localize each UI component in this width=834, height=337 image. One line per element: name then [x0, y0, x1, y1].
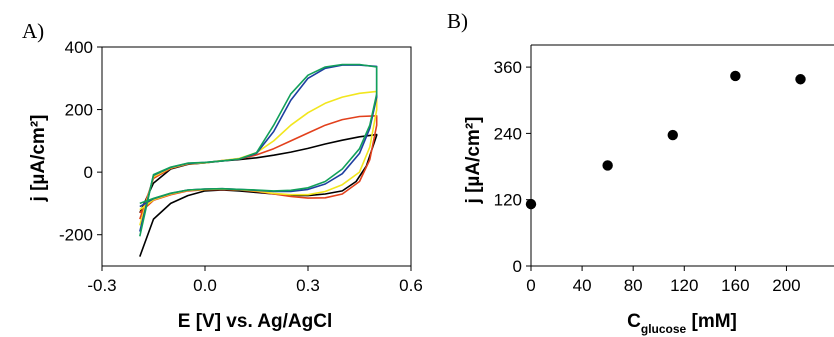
- panel-b-axes: [530, 45, 834, 267]
- panel-b-x-tick-label: 0: [526, 276, 535, 295]
- panel-b-x-ticks: 0 40 80 120 160 200: [526, 266, 801, 295]
- panel-a-plot-frame: [101, 46, 412, 267]
- panel-b-data-point: [602, 160, 613, 171]
- panel-b-data-point: [525, 198, 537, 210]
- panel-a-y-axis-label: j [µA/cm²]: [28, 115, 49, 203]
- panel-b-x-tick-label: 80: [624, 276, 643, 295]
- panel-a-x-tick-label: 0.0: [193, 276, 217, 295]
- panel-a-series: [139, 63, 378, 257]
- panel-b-points: [525, 70, 806, 210]
- panel-b-label: B): [447, 9, 468, 33]
- panel-a-y-ticks: -200 0 200 400: [59, 38, 102, 245]
- panel-b: B) 0 120 240 360 0 40 80 120 160 200 Cglucose [m…: [447, 9, 834, 336]
- panel-b-x-tick-label: 40: [573, 276, 592, 295]
- panel-a-x-ticks: -0.3 0.0 0.3 0.6: [87, 266, 423, 295]
- panel-a-x-tick-label: 0.6: [399, 276, 423, 295]
- panel-b-x-tick-label: 120: [670, 276, 698, 295]
- panel-a: A) -200 0 200 400 -0.3 0.0 0.3 0.6 E [V] vs. A…: [22, 19, 423, 332]
- panel-a-series-line: [139, 63, 378, 237]
- panel-a-x-tick-label: -0.3: [87, 276, 116, 295]
- panel-b-y-tick-label: 360: [494, 58, 522, 77]
- panel-b-y-axis-label: j [µA/cm²]: [463, 117, 484, 205]
- panel-b-x-tick-label: 200: [772, 276, 800, 295]
- panel-a-y-tick-label: 0: [84, 163, 93, 182]
- panel-b-x-tick-label: 160: [721, 276, 749, 295]
- panel-b-y-tick-label: 120: [494, 191, 522, 210]
- panel-a-y-tick-label: -200: [59, 226, 93, 245]
- panel-a-series-line: [139, 64, 378, 232]
- panel-b-y-tick-label: 240: [494, 124, 522, 143]
- panel-b-y-ticks: 0 120 240 360: [494, 58, 531, 276]
- panel-a-y-tick-label: 200: [65, 101, 93, 120]
- panel-b-data-point: [730, 70, 741, 82]
- panel-a-x-axis-label: E [V] vs. Ag/AgCl: [178, 311, 332, 332]
- panel-a-label: A): [22, 19, 44, 43]
- panel-b-data-point: [667, 129, 678, 141]
- panel-b-y-tick-label: 0: [513, 257, 522, 276]
- panel-a-series-line: [139, 133, 378, 257]
- panel-a-x-tick-label: 0.3: [296, 276, 320, 295]
- panel-b-x-axis-label: Cglucose [mM]: [627, 311, 737, 336]
- panel-a-y-tick-label: 400: [65, 38, 93, 57]
- panel-a-series-line: [139, 90, 378, 226]
- panel-b-data-point: [795, 74, 806, 85]
